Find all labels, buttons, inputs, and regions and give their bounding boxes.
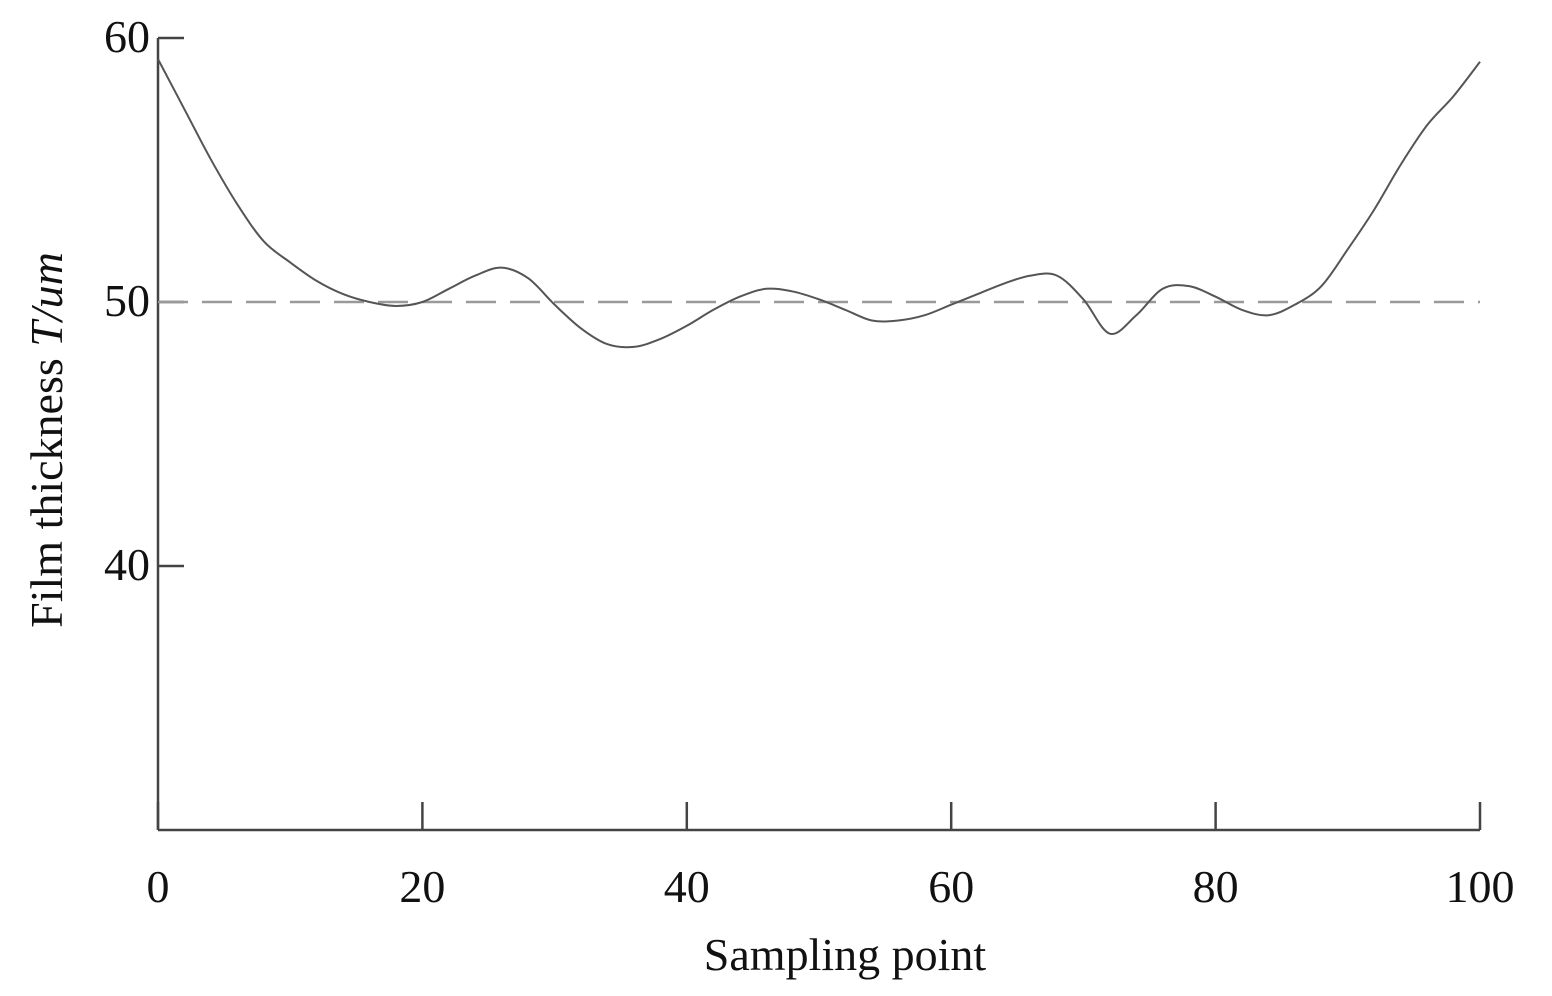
x-axis-label: Sampling point <box>704 929 987 980</box>
x-tick-label: 100 <box>1446 861 1515 912</box>
x-tick-label: 60 <box>928 861 974 912</box>
y-label-unit: T/um <box>21 252 72 347</box>
x-tick-label: 40 <box>664 861 710 912</box>
x-tick-label: 0 <box>147 861 170 912</box>
y-axis-label: Film thickness T/um <box>21 252 72 628</box>
y-tick-label: 40 <box>104 539 150 590</box>
y-label-text: Film thickness <box>21 358 72 628</box>
x-tick-label: 80 <box>1193 861 1239 912</box>
x-tick-label: 20 <box>399 861 445 912</box>
y-tick-label: 60 <box>104 11 150 62</box>
y-tick-label: 50 <box>104 275 150 326</box>
data-line <box>157 58 1481 349</box>
